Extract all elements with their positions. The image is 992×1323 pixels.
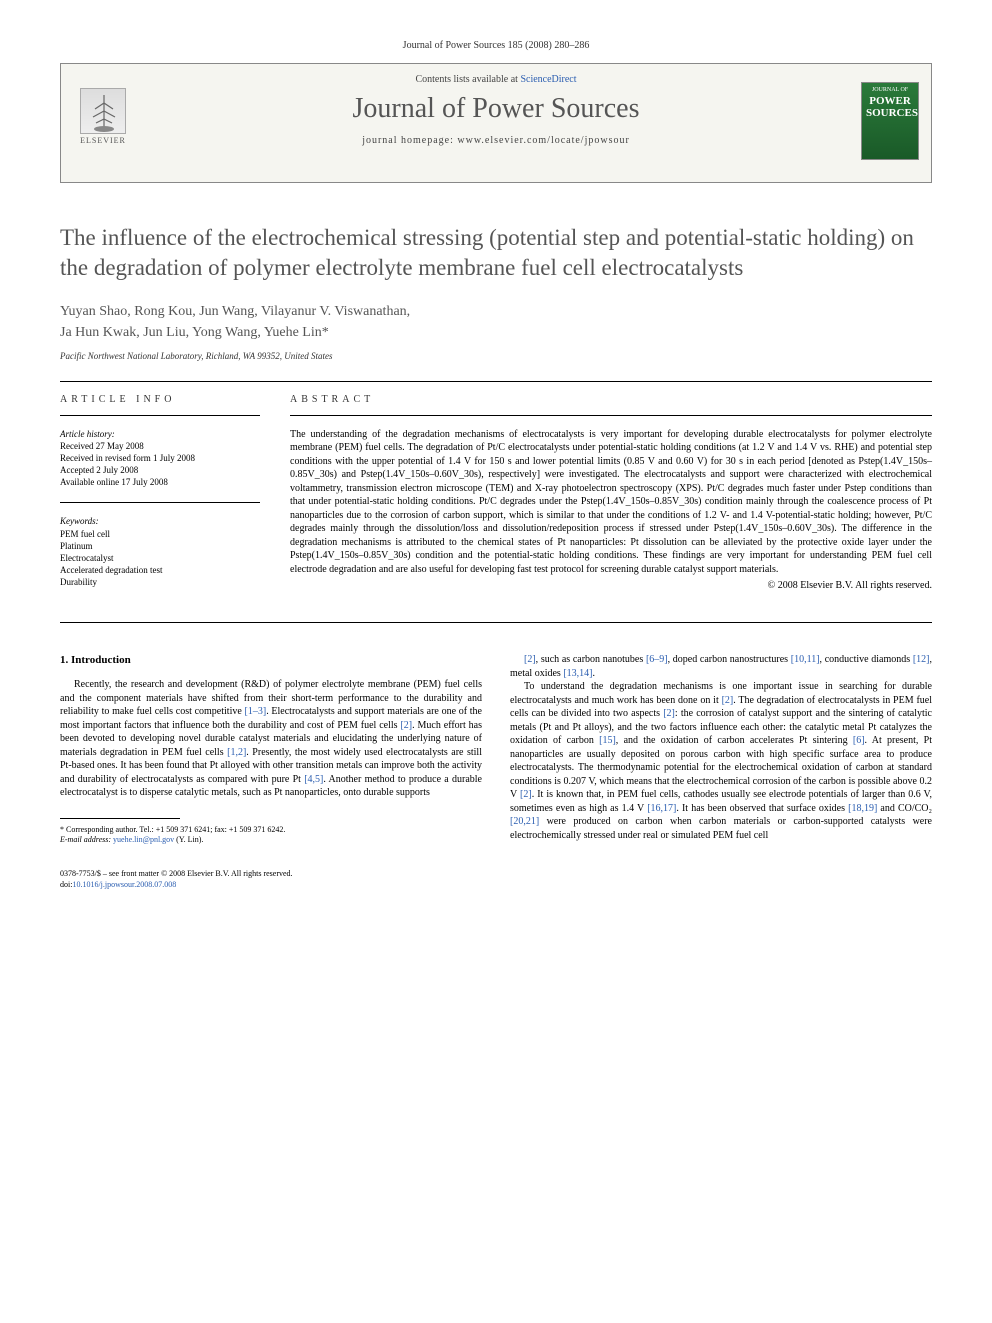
keyword: PEM fuel cell (60, 528, 260, 540)
history-label: Article history: (60, 428, 260, 440)
history-item: Available online 17 July 2008 (60, 476, 260, 488)
keywords-label: Keywords: (60, 515, 260, 527)
cover-title: POWER SOURCES (866, 95, 914, 119)
journal-homepage: journal homepage: www.elsevier.com/locat… (73, 135, 919, 146)
keyword: Durability (60, 576, 260, 588)
history-item: Accepted 2 July 2008 (60, 464, 260, 476)
authors-line-1: Yuyan Shao, Rong Kou, Jun Wang, Vilayanu… (60, 301, 932, 322)
info-divider (60, 415, 260, 416)
intro-paragraph-left: Recently, the research and development (… (60, 678, 482, 800)
author-affiliation: Pacific Northwest National Laboratory, R… (60, 351, 932, 361)
copyright-line: © 2008 Elsevier B.V. All rights reserved… (290, 580, 932, 591)
front-matter-line: 0378-7753/$ – see front matter © 2008 El… (60, 869, 932, 879)
authors-line-2: Ja Hun Kwak, Jun Liu, Yong Wang, Yuehe L… (60, 322, 932, 343)
section-divider (60, 381, 932, 382)
corr-author-line: * Corresponding author. Tel.: +1 509 371… (60, 825, 482, 835)
history-item: Received in revised form 1 July 2008 (60, 452, 260, 464)
email-label: E-mail address: (60, 835, 113, 844)
introduction-heading: 1. Introduction (60, 653, 482, 668)
info-abstract-row: ARTICLE INFO Article history: Received 2… (60, 394, 932, 603)
body-divider (60, 622, 932, 623)
email-suffix: (Y. Lin). (174, 835, 203, 844)
keyword: Electrocatalyst (60, 552, 260, 564)
cover-subtitle: JOURNAL OF (866, 87, 914, 93)
article-info-heading: ARTICLE INFO (60, 394, 260, 405)
article-title: The influence of the electrochemical str… (60, 223, 932, 283)
contents-prefix: Contents lists available at (415, 74, 520, 85)
abstract-text: The understanding of the degradation mec… (290, 428, 932, 577)
journal-title: Journal of Power Sources (73, 93, 919, 125)
page-footer: 0378-7753/$ – see front matter © 2008 El… (60, 869, 932, 890)
abstract-divider (290, 415, 932, 416)
keyword: Platinum (60, 540, 260, 552)
publisher-name: ELSEVIER (73, 136, 133, 145)
body-column-left: 1. Introduction Recently, the research a… (60, 653, 482, 845)
authors-list: Yuyan Shao, Rong Kou, Jun Wang, Vilayanu… (60, 301, 932, 343)
abstract-heading: ABSTRACT (290, 394, 932, 405)
keywords-block: Keywords: PEM fuel cell Platinum Electro… (60, 515, 260, 588)
contents-available-line: Contents lists available at ScienceDirec… (73, 74, 919, 85)
keyword: Accelerated degradation test (60, 564, 260, 576)
doi-prefix: doi: (60, 880, 72, 889)
body-column-right: [2], such as carbon nanotubes [6–9], dop… (510, 653, 932, 845)
info-divider (60, 502, 260, 503)
article-info-column: ARTICLE INFO Article history: Received 2… (60, 394, 260, 603)
journal-cover-thumbnail: JOURNAL OF POWER SOURCES (861, 82, 919, 160)
corresponding-author-footnote: * Corresponding author. Tel.: +1 509 371… (60, 825, 482, 846)
abstract-column: ABSTRACT The understanding of the degrad… (290, 394, 932, 603)
publisher-logo: ELSEVIER (73, 88, 133, 158)
article-history-block: Article history: Received 27 May 2008 Re… (60, 428, 260, 489)
journal-header-box: ELSEVIER JOURNAL OF POWER SOURCES Conten… (60, 63, 932, 183)
history-item: Received 27 May 2008 (60, 440, 260, 452)
corr-email-link[interactable]: yuehe.lin@pnl.gov (113, 835, 174, 844)
doi-link[interactable]: 10.1016/j.jpowsour.2008.07.008 (72, 880, 176, 889)
elsevier-tree-icon (80, 88, 126, 134)
sciencedirect-link[interactable]: ScienceDirect (520, 74, 576, 85)
body-columns: 1. Introduction Recently, the research a… (60, 653, 932, 845)
intro-paragraph-right-1: [2], such as carbon nanotubes [6–9], dop… (510, 653, 932, 680)
footnote-separator (60, 818, 180, 819)
journal-citation: Journal of Power Sources 185 (2008) 280–… (60, 40, 932, 51)
intro-paragraph-right-2: To understand the degradation mechanisms… (510, 680, 932, 842)
